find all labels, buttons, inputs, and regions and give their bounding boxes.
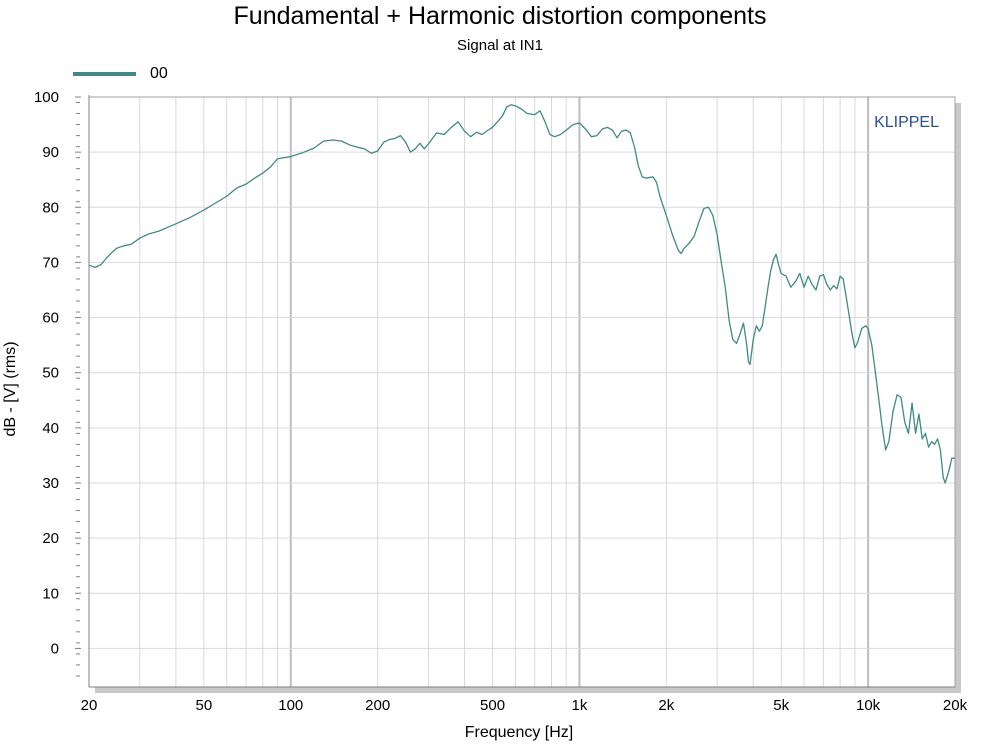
y-tick-label: 80 <box>42 199 59 216</box>
x-tick-label: 5k <box>773 697 789 714</box>
x-tick-label: 50 <box>196 697 213 714</box>
klippel-watermark: KLIPPEL <box>874 114 939 131</box>
x-tick-label: 20k <box>943 697 968 714</box>
y-tick-label: 70 <box>42 254 59 271</box>
legend-swatch <box>73 72 136 76</box>
y-tick-label: 40 <box>42 420 59 437</box>
y-tick-label: 30 <box>42 475 59 492</box>
y-tick-label: 50 <box>42 365 59 382</box>
x-tick-label: 500 <box>480 697 505 714</box>
y-axis-label: dB - [V] (rms) <box>2 341 19 436</box>
chart-subtitle: Signal at IN1 <box>457 37 543 54</box>
y-tick-label: 10 <box>42 585 59 602</box>
legend-label: 00 <box>150 65 168 82</box>
x-axis-label: Frequency [Hz] <box>465 724 573 741</box>
y-tick-label: 20 <box>42 530 59 547</box>
plot-background <box>89 97 955 687</box>
x-tick-label: 100 <box>278 697 303 714</box>
chart-title: Fundamental + Harmonic distortion compon… <box>233 2 767 30</box>
y-tick-label: 90 <box>42 144 59 161</box>
x-tick-label: 2k <box>658 697 674 714</box>
y-tick-label: 100 <box>34 89 59 106</box>
x-tick-label: 1k <box>572 697 588 714</box>
x-tick-label: 200 <box>365 697 390 714</box>
series-line-00 <box>88 104 955 484</box>
y-tick-label: 60 <box>42 310 59 327</box>
x-tick-label: 20 <box>81 697 98 714</box>
y-tick-label: 0 <box>51 640 59 657</box>
x-tick-label: 10k <box>856 697 881 714</box>
